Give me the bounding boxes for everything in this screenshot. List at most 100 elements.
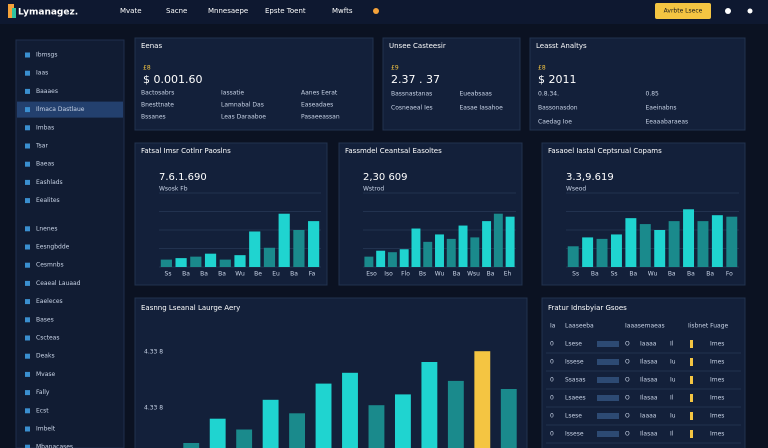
bar <box>423 241 433 267</box>
bar <box>249 231 261 267</box>
bar <box>470 237 480 267</box>
sidebar-item[interactable]: Iaas <box>36 70 48 77</box>
item-icon <box>25 426 30 432</box>
bar <box>204 253 217 267</box>
nav-item[interactable]: Epste Toent <box>265 7 306 15</box>
x-tick-label: Iso <box>384 271 393 278</box>
sidebar-item[interactable]: Eaeleces <box>36 298 63 305</box>
table-cell: Iaaaa <box>640 341 657 348</box>
nav-item[interactable]: Mvate <box>120 7 142 15</box>
nav-item[interactable]: Mnnesaepe <box>208 7 248 15</box>
stat-label: Bssanes <box>141 114 166 121</box>
table-cell: Ssasas <box>565 377 586 384</box>
nav-item[interactable]: Mwfts <box>332 7 353 15</box>
table-cell: Ilasaa <box>640 395 658 402</box>
sidebar-item[interactable]: Baaaes <box>36 88 58 95</box>
table-cell: Iu <box>670 377 676 384</box>
sidebar-item[interactable]: Lnenes <box>36 225 57 232</box>
bar <box>236 429 253 448</box>
table-cell: O <box>625 395 630 402</box>
nav-item[interactable]: Sacne <box>166 7 187 15</box>
action-button[interactable] <box>655 3 711 19</box>
bar <box>263 247 276 267</box>
sidebar-item[interactable]: Tsar <box>35 143 48 150</box>
panel <box>529 37 746 131</box>
cell-bar <box>597 431 619 437</box>
sidebar-item[interactable]: Ecst <box>36 407 49 414</box>
x-tick-label: Ba <box>687 271 695 278</box>
table-header: Ia <box>550 323 556 330</box>
bar <box>160 259 172 267</box>
sidebar-item[interactable]: Eesngbdde <box>36 244 70 251</box>
table-cell: Iu <box>670 413 676 420</box>
table-cell: 0 <box>550 431 554 438</box>
x-tick-label: Ba <box>453 271 461 278</box>
table-cell: O <box>625 377 630 384</box>
icon[interactable] <box>373 8 379 14</box>
sidebar-item[interactable]: Baeas <box>36 161 54 168</box>
bar <box>697 221 709 267</box>
stat-label: Cosneaeal Ies <box>391 105 433 112</box>
bar <box>234 255 246 267</box>
stat-label: Easeadaes <box>301 102 333 109</box>
item-icon <box>25 125 30 131</box>
item-icon <box>25 444 30 448</box>
sidebar-item[interactable]: Eealites <box>36 197 60 204</box>
icon[interactable] <box>725 8 731 14</box>
sidebar-item[interactable]: Imbas <box>36 124 54 131</box>
chart-title: Easnng Lseanal Laurge Aery <box>141 304 240 312</box>
x-tick-label: Wu <box>435 271 445 278</box>
sidebar <box>15 39 125 448</box>
table-cell: 0 <box>550 359 554 366</box>
sidebar-item[interactable]: Eashlads <box>36 179 63 186</box>
table-cell: O <box>625 341 630 348</box>
cell-bar <box>597 377 619 383</box>
stat-label: 0.8.34. <box>538 91 559 98</box>
top-bar <box>0 0 768 24</box>
item-icon <box>25 107 30 113</box>
x-tick-label: Ba <box>487 271 495 278</box>
stat-value: $ 2011 <box>538 73 577 86</box>
table-cell: O <box>625 413 630 420</box>
stat-label: 0.85 <box>646 91 660 98</box>
sidebar-item[interactable]: Ilmaca Dastlaue <box>36 106 85 113</box>
bar <box>289 413 306 448</box>
sidebar-item[interactable]: Ceaeal Lauaad <box>36 280 81 287</box>
stat-label: Easae Iasahoe <box>460 105 504 112</box>
stat-label: Bassonasdon <box>538 105 578 112</box>
sidebar-item[interactable]: Cesmnbs <box>36 262 64 269</box>
bar <box>342 372 358 448</box>
item-icon <box>25 88 30 94</box>
bar <box>175 258 187 267</box>
icon[interactable] <box>747 8 753 14</box>
sidebar-item[interactable]: Mvase <box>36 371 56 378</box>
cell-bar <box>597 359 619 365</box>
sidebar-item[interactable]: Mbanacases <box>36 444 73 448</box>
item-icon <box>25 161 30 167</box>
table-cell: Il <box>670 341 674 348</box>
sidebar-item[interactable]: Cscteas <box>36 335 59 342</box>
bar <box>683 209 695 267</box>
bar <box>446 238 456 267</box>
x-tick-label: Be <box>254 271 262 278</box>
sidebar-item[interactable]: Ibmsgs <box>36 52 57 59</box>
indicator <box>690 412 693 420</box>
x-tick-label: Ss <box>165 271 172 278</box>
button-label[interactable]: Avrbte Lsece <box>664 8 703 15</box>
table-cell: Imes <box>710 431 724 438</box>
sidebar-item[interactable]: Fally <box>36 389 50 396</box>
item-icon <box>25 280 30 286</box>
table-cell: O <box>625 431 630 438</box>
table-cell: Il <box>670 431 674 438</box>
chart-subtitle: Wsosk Fb <box>159 186 188 193</box>
table-cell: Imes <box>710 377 724 384</box>
table-cell: Lsese <box>565 341 582 348</box>
table-cell: Ilasaa <box>640 359 658 366</box>
panel-title: Unsee Casteesir <box>389 42 446 50</box>
stat-label: Eeaaabaraeas <box>646 119 689 126</box>
sidebar-item[interactable]: Imbelt <box>36 426 56 433</box>
sidebar-item[interactable]: Deaks <box>36 353 55 360</box>
item-icon <box>25 70 30 76</box>
bar <box>262 399 279 448</box>
sidebar-item[interactable]: Bases <box>36 316 54 323</box>
